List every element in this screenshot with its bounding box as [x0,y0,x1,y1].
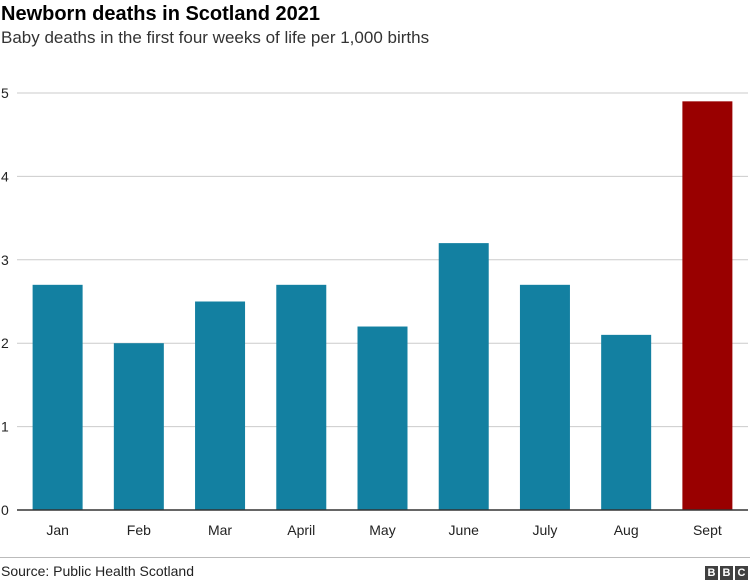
bar [113,343,164,510]
x-axis: Jan Feb Mar April May June July Aug Sept [17,509,748,538]
source-note: Source: Public Health Scotland [1,563,194,579]
bar [32,284,83,510]
bar [519,284,570,510]
x-tick-label: April [287,522,315,538]
y-tick-label: 5 [1,85,9,101]
x-tick-label: Aug [614,522,639,538]
bbc-logo: B B C [705,566,748,580]
y-tick-label: 3 [1,252,9,268]
bar [195,301,246,510]
bbc-logo-letter: C [735,566,748,580]
chart-subtitle: Baby deaths in the first four weeks of l… [1,28,430,47]
chart-title: Newborn deaths in Scotland 2021 [1,3,320,25]
x-tick-label: June [449,522,480,538]
bar [682,101,733,510]
footer-divider [0,557,750,558]
bar [438,243,489,510]
bar [357,326,408,510]
bar [601,334,652,510]
bar-chart: 0 1 2 3 4 5 Jan Feb Mar April May June July Aug Sept [1,85,748,538]
x-tick-label: Sept [693,522,722,538]
y-tick-label: 2 [1,335,9,351]
bbc-logo-letter: B [720,566,733,580]
bbc-logo-letter: B [705,566,718,580]
x-tick-label: May [369,522,395,538]
x-tick-label: Jan [46,522,69,538]
bar [276,284,327,510]
y-tick-label: 4 [1,168,9,184]
x-tick-label: Mar [208,522,232,538]
y-tick-label: 1 [1,419,9,435]
x-tick-label: Feb [127,522,151,538]
y-tick-label: 0 [1,502,9,518]
x-tick-label: July [532,522,557,538]
bars [32,101,733,510]
